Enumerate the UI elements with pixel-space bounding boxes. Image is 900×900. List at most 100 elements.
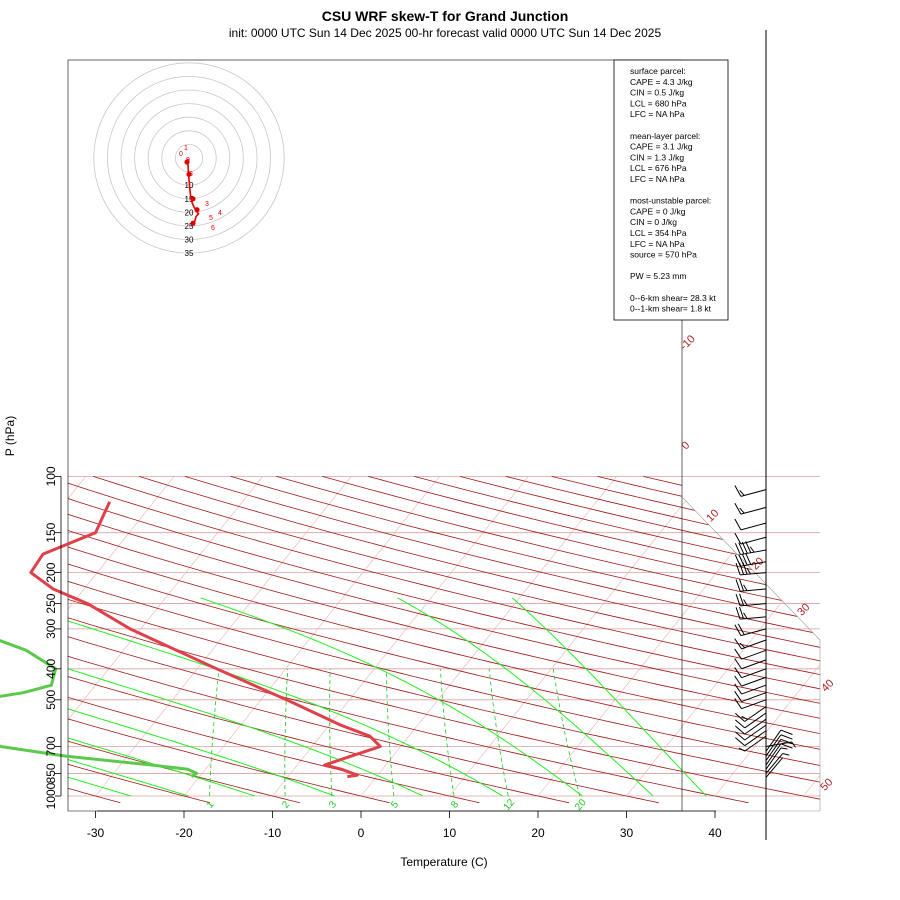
mixing-ratio-label: 8 [449, 799, 461, 811]
dry-adiabat-line [68, 476, 820, 804]
info-line: mean-layer parcel: [630, 131, 700, 141]
dewpoint-profile [0, 639, 199, 778]
mixing-ratio-label: 5 [389, 799, 401, 811]
mixing-ratio-line [209, 668, 220, 797]
dry-adiabat-line [68, 476, 390, 804]
wind-barb-feather [791, 741, 797, 748]
dry-adiabat-line [68, 476, 749, 804]
info-line: LCL = 680 hPa [630, 98, 687, 108]
info-line: most-unstable parcel: [630, 196, 711, 206]
info-line: PW = 5.23 mm [630, 271, 686, 281]
moist-adiabat-line [68, 620, 503, 797]
wind-barb-feather [734, 698, 742, 709]
isotherm-line [360, 476, 617, 797]
wind-barb-staff [740, 572, 767, 576]
wind-barb-feather [739, 579, 745, 592]
dry-adiabat-line [68, 476, 820, 804]
info-line: CAPE = 4.3 J/kg [630, 77, 693, 87]
dry-adiabat-line [230, 476, 820, 804]
dry-adiabat-line [68, 476, 820, 804]
x-tick-label: -10 [264, 826, 282, 840]
hodograph-marker [186, 171, 192, 177]
isotherm-line [183, 476, 440, 797]
moist-adiabat-line [68, 668, 424, 797]
wind-barb-feather [735, 725, 746, 735]
wind-barb-staff [765, 734, 782, 757]
moist-adiabat-line [68, 776, 132, 797]
y-tick-label: 100 [44, 466, 58, 486]
wind-barb-feather [780, 729, 793, 735]
wind-barb-staff [765, 739, 782, 761]
hodograph-marker [190, 220, 196, 226]
wind-barb-feather [745, 541, 752, 553]
info-line: LFC = NA hPa [630, 109, 685, 119]
y-tick-label: 200 [44, 562, 58, 582]
hodograph-height-label: 3 [205, 201, 209, 208]
hodograph-height-label: 9 [186, 157, 190, 164]
x-axis: -30 -20 -10 0 10 20 30 40 [87, 810, 722, 840]
x-tick-label: 30 [620, 826, 634, 840]
wind-barb-feather [734, 667, 742, 678]
hodograph-marker [194, 207, 200, 213]
mixing-ratio-label: 2 [280, 799, 292, 811]
wind-barb-staff [744, 706, 767, 722]
dry-adiabat-line [68, 476, 820, 804]
wind-barb-feather [735, 593, 741, 607]
dry-adiabat-line [138, 476, 820, 804]
wind-barb-staff [765, 743, 782, 766]
hodograph-height-label: 4 [218, 210, 222, 217]
wind-barb-staff [741, 699, 767, 710]
dry-adiabat-line [68, 476, 820, 804]
mixing-ratio-line [552, 668, 581, 797]
wind-barb-feather [743, 612, 748, 619]
isotherm-line [272, 476, 529, 797]
mixing-ratio-line [329, 668, 333, 797]
hodograph-ring-label: 25 [185, 222, 194, 231]
mixing-ratio-line [440, 668, 455, 797]
info-line: LCL = 354 hPa [630, 228, 687, 238]
chart-subtitle: init: 0000 UTC Sun 14 Dec 2025 00-hr for… [229, 26, 662, 40]
wind-barb-feather [749, 546, 755, 553]
hodograph-ring [147, 116, 231, 200]
moist-adiabat-line [397, 597, 654, 797]
wind-barb-feather [739, 507, 745, 514]
wind-barb-staff [744, 718, 767, 735]
wind-barb-feather [737, 623, 745, 635]
mixing-ratio-label: 12 [502, 797, 518, 813]
wind-barb-staff [765, 729, 782, 752]
dry-adiabat-line [68, 476, 570, 804]
wind-barb-feather [734, 624, 742, 636]
hodograph-ring-label: 15 [185, 195, 194, 204]
moist-adiabat-line [511, 597, 707, 797]
wind-barb-staff [744, 724, 767, 741]
wind-barb-feather [743, 584, 748, 591]
isotherm-line [714, 476, 820, 797]
dry-adiabat-line [551, 476, 820, 804]
mixing-ratio-line [385, 668, 395, 797]
wind-barb-staff [744, 730, 767, 747]
y-tick-label: 250 [44, 593, 58, 613]
wind-barb-staff [740, 489, 767, 497]
isotherm-line [68, 476, 175, 797]
dry-adiabat-line [68, 476, 480, 804]
isotherm-lines [68, 476, 820, 797]
isotherm-label: 0 [679, 439, 692, 452]
x-axis-label: Temperature (C) [400, 855, 487, 869]
hodograph-height-label: 8 [189, 171, 193, 178]
wind-barb-staff [741, 668, 767, 679]
wind-barb-feather [735, 719, 746, 729]
dry-adiabat-line [68, 476, 820, 804]
wind-barb-staff [740, 506, 767, 515]
wind-barb-feather [738, 747, 745, 752]
wind-barb-feather [746, 567, 751, 575]
y-tick-label: 700 [44, 736, 58, 756]
hodograph-marker [184, 159, 190, 165]
hodograph-marker [190, 196, 196, 202]
mixing-ratio-label: 3 [327, 799, 339, 811]
wind-barb-staff [740, 628, 767, 637]
hodograph-ring [120, 89, 258, 227]
hodograph-background [93, 62, 285, 254]
hodograph-ring [93, 62, 285, 254]
wind-barb-feather [734, 658, 742, 670]
y-tick-label: 500 [44, 689, 58, 709]
